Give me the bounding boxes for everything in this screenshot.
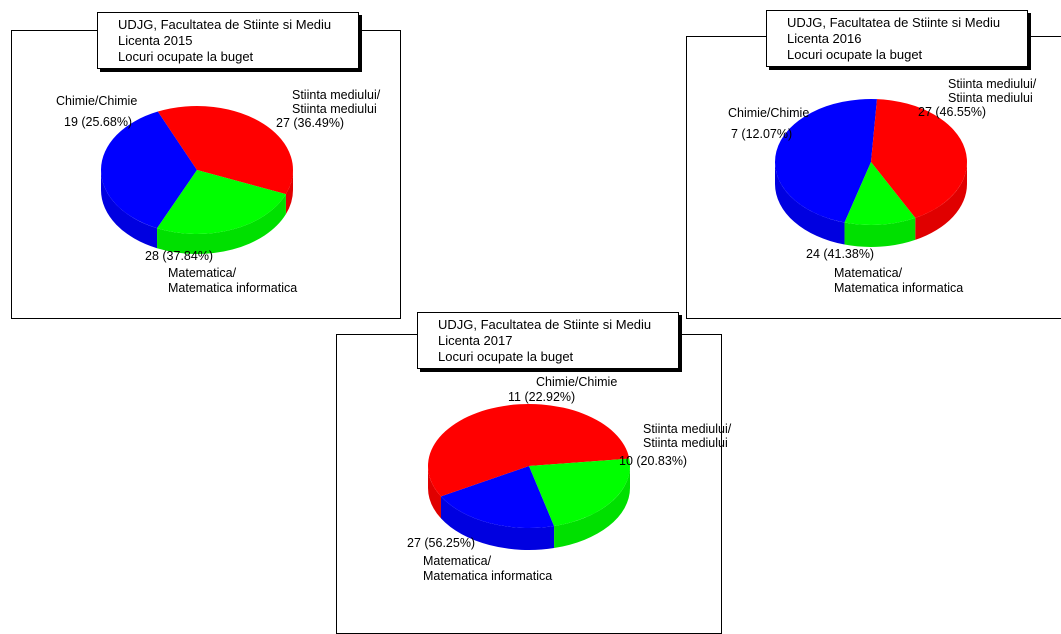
title-line: Locuri ocupate la buget — [118, 49, 254, 64]
slice-name-label: Matematica/ — [168, 266, 237, 280]
slice-name-label: Stiinta mediului — [292, 102, 377, 116]
slice-value-label: 27 (46.55%) — [918, 105, 987, 119]
title-line: UDJG, Facultatea de Stiinte si Mediu — [787, 15, 1001, 30]
slice-name-label: Matematica informatica — [423, 569, 553, 583]
slice-name-label: Stiinta mediului — [643, 436, 728, 450]
pie-slice — [157, 170, 286, 234]
slice-name-label: Chimie/Chimie — [56, 94, 138, 108]
title-line: UDJG, Facultatea de Stiinte si Mediu — [118, 17, 332, 32]
slice-name-label: Matematica/ — [423, 554, 492, 568]
title-line: Licenta 2015 — [118, 33, 193, 48]
slice-name-label: Matematica informatica — [834, 281, 964, 295]
pie-slice — [529, 458, 630, 527]
slice-value-label: 10 (20.83%) — [619, 454, 688, 468]
pie-slice-side — [428, 466, 441, 519]
pie-slice — [775, 99, 878, 223]
pie-slice — [427, 403, 630, 497]
title-line: Licenta 2017 — [438, 333, 513, 348]
slice-value-label: 11 (22.92%) — [508, 390, 576, 404]
slice-value-label: 7 (12.07%) — [731, 127, 793, 141]
chart-title-2016: UDJG, Facultatea de Stiinte si Mediu Lic… — [766, 10, 1028, 67]
pie-slice — [871, 99, 968, 218]
chart-title-2017: UDJG, Facultatea de Stiinte si Mediu Lic… — [417, 312, 679, 369]
pie-slice-side — [554, 466, 630, 549]
slice-value-label: 28 (37.84%) — [145, 249, 214, 263]
pie-slice-side — [775, 162, 845, 245]
title-line: Licenta 2016 — [787, 31, 862, 46]
title-line: Locuri ocupate la buget — [787, 47, 923, 62]
pie-slice-side — [844, 217, 916, 248]
pie-chart-2017 — [427, 403, 630, 550]
pie-slice — [844, 162, 916, 225]
slice-value-label: 24 (41.38%) — [806, 247, 875, 261]
slice-name-label: Chimie/Chimie — [728, 106, 810, 120]
pie-chart-2015 — [101, 106, 293, 254]
pie-slice-side — [440, 496, 555, 550]
pie-chart-2016 — [775, 99, 968, 248]
pie-slice-side — [915, 162, 967, 240]
slice-name-label: Stiinta mediului — [948, 91, 1033, 105]
title-line: UDJG, Facultatea de Stiinte si Mediu — [438, 317, 652, 332]
slice-name-label: Stiinta mediului/ — [948, 77, 1037, 91]
slice-name-label: Stiinta mediului/ — [643, 422, 732, 436]
pie-slice-side — [285, 170, 293, 215]
slice-value-label: 27 (36.49%) — [276, 116, 345, 130]
slice-name-label: Matematica informatica — [168, 281, 298, 295]
slice-value-label: 19 (25.68%) — [64, 115, 133, 129]
chart-title-2015: UDJG, Facultatea de Stiinte si Mediu Lic… — [97, 12, 359, 69]
pie-slice — [440, 466, 555, 529]
slice-value-label: 27 (56.25%) — [407, 536, 476, 550]
slice-name-label: Stiinta mediului/ — [292, 88, 381, 102]
pie-slice-side — [101, 170, 158, 249]
slice-name-label: Matematica/ — [834, 266, 903, 280]
slice-name-label: Chimie/Chimie — [536, 375, 618, 389]
pie-slice — [157, 106, 293, 195]
pie-slice — [101, 111, 197, 229]
pie-slice-side — [157, 194, 286, 254]
title-line: Locuri ocupate la buget — [438, 349, 574, 364]
